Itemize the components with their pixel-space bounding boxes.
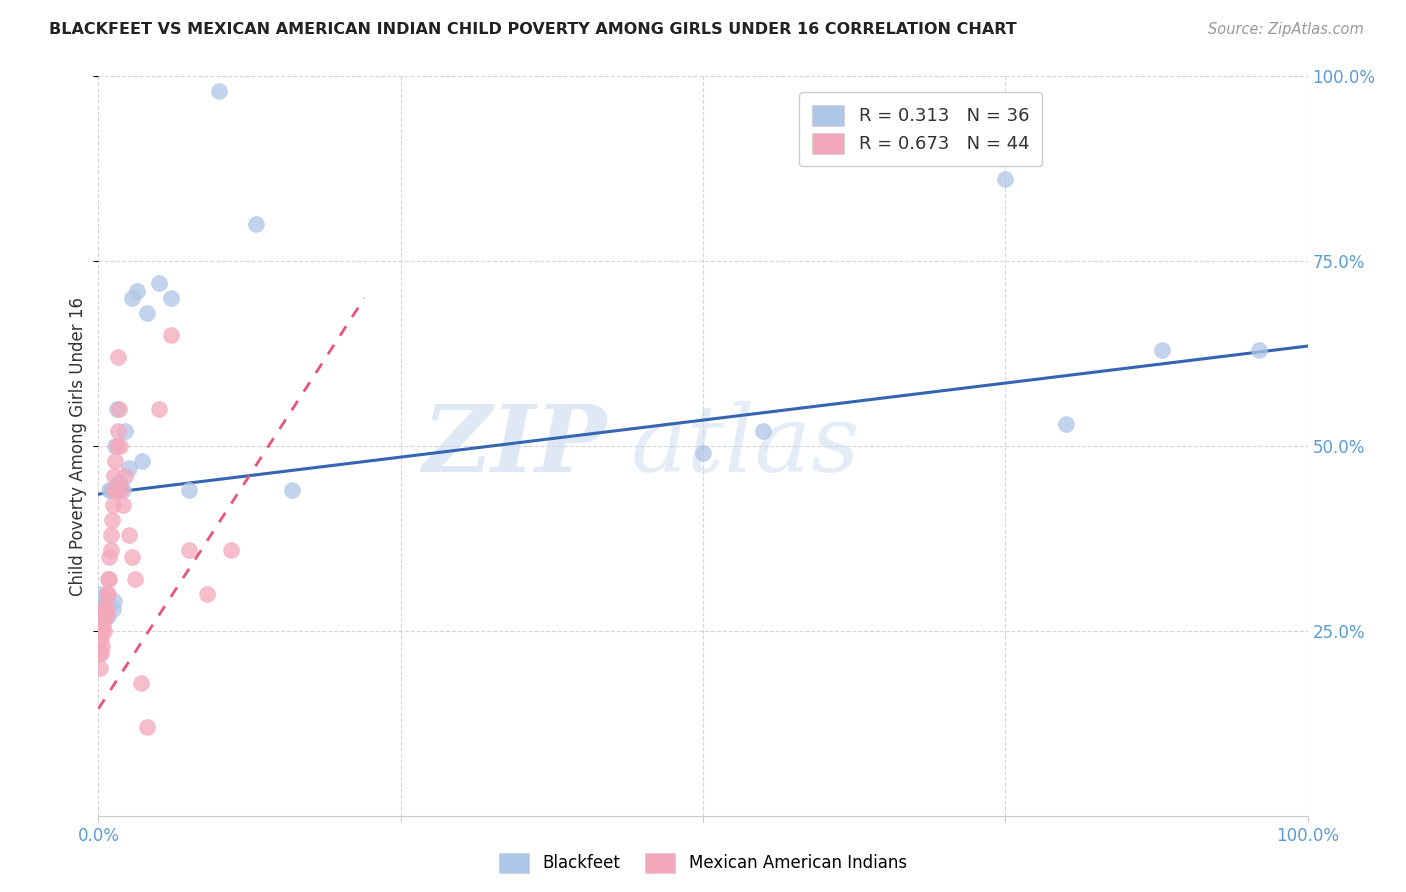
Legend: Blackfeet, Mexican American Indians: Blackfeet, Mexican American Indians [492, 847, 914, 880]
Point [93, 609, 115, 624]
Point [96, 594, 118, 608]
Point [1054, 417, 1077, 431]
Point [104, 439, 127, 453]
Point [110, 483, 132, 498]
Point [108, 475, 131, 490]
Point [91, 624, 114, 639]
Point [160, 327, 183, 342]
Point [208, 84, 231, 98]
Y-axis label: Child Poverty Among Girls Under 16: Child Poverty Among Girls Under 16 [69, 296, 87, 596]
Legend: R = 0.313   N = 36, R = 0.673   N = 44: R = 0.313 N = 36, R = 0.673 N = 44 [799, 92, 1042, 167]
Point [91, 616, 114, 631]
Point [97, 572, 120, 586]
Point [89, 661, 111, 675]
Text: atlas: atlas [630, 401, 860, 491]
Point [98, 572, 121, 586]
Point [100, 542, 122, 557]
Point [94, 609, 117, 624]
Point [114, 468, 136, 483]
Point [97, 587, 120, 601]
Point [93, 624, 115, 639]
Point [148, 401, 170, 416]
Point [107, 424, 129, 438]
Point [101, 602, 124, 616]
Point [100, 483, 122, 498]
Point [127, 284, 149, 298]
Point [752, 424, 775, 438]
Point [195, 587, 218, 601]
Point [121, 291, 143, 305]
Point [91, 639, 114, 653]
Point [245, 217, 267, 231]
Point [96, 602, 118, 616]
Point [91, 609, 114, 624]
Point [135, 720, 157, 734]
Point [103, 483, 125, 498]
Point [93, 594, 115, 608]
Point [129, 676, 152, 690]
Point [89, 602, 111, 616]
Point [221, 542, 243, 557]
Point [179, 542, 201, 557]
Point [91, 602, 114, 616]
Point [121, 549, 143, 565]
Point [118, 528, 141, 542]
Point [124, 572, 146, 586]
Point [107, 475, 129, 490]
Point [114, 424, 136, 438]
Point [104, 454, 127, 468]
Point [135, 306, 157, 320]
Point [94, 602, 117, 616]
Point [98, 483, 121, 498]
Point [89, 646, 111, 660]
Point [105, 401, 128, 416]
Point [111, 498, 134, 512]
Point [103, 468, 125, 483]
Point [160, 291, 183, 305]
Point [97, 609, 120, 624]
Point [90, 587, 112, 601]
Point [179, 483, 201, 498]
Point [108, 439, 131, 453]
Point [692, 446, 714, 460]
Point [108, 401, 131, 416]
Point [105, 439, 128, 453]
Point [98, 549, 121, 565]
Point [148, 276, 170, 290]
Point [93, 609, 115, 624]
Point [91, 602, 114, 616]
Point [111, 483, 134, 498]
Point [103, 594, 125, 608]
Point [107, 350, 129, 364]
Point [90, 632, 112, 646]
Text: Source: ZipAtlas.com: Source: ZipAtlas.com [1208, 22, 1364, 37]
Point [105, 483, 128, 498]
Point [94, 602, 117, 616]
Point [96, 587, 118, 601]
Point [101, 498, 124, 512]
Text: BLACKFEET VS MEXICAN AMERICAN INDIAN CHILD POVERTY AMONG GIRLS UNDER 16 CORRELAT: BLACKFEET VS MEXICAN AMERICAN INDIAN CHI… [49, 22, 1017, 37]
Point [1249, 343, 1271, 357]
Point [100, 528, 122, 542]
Point [90, 646, 112, 660]
Point [281, 483, 304, 498]
Point [994, 172, 1017, 186]
Point [118, 461, 141, 475]
Point [100, 513, 122, 527]
Point [1152, 343, 1174, 357]
Text: ZIP: ZIP [422, 401, 606, 491]
Point [131, 454, 153, 468]
